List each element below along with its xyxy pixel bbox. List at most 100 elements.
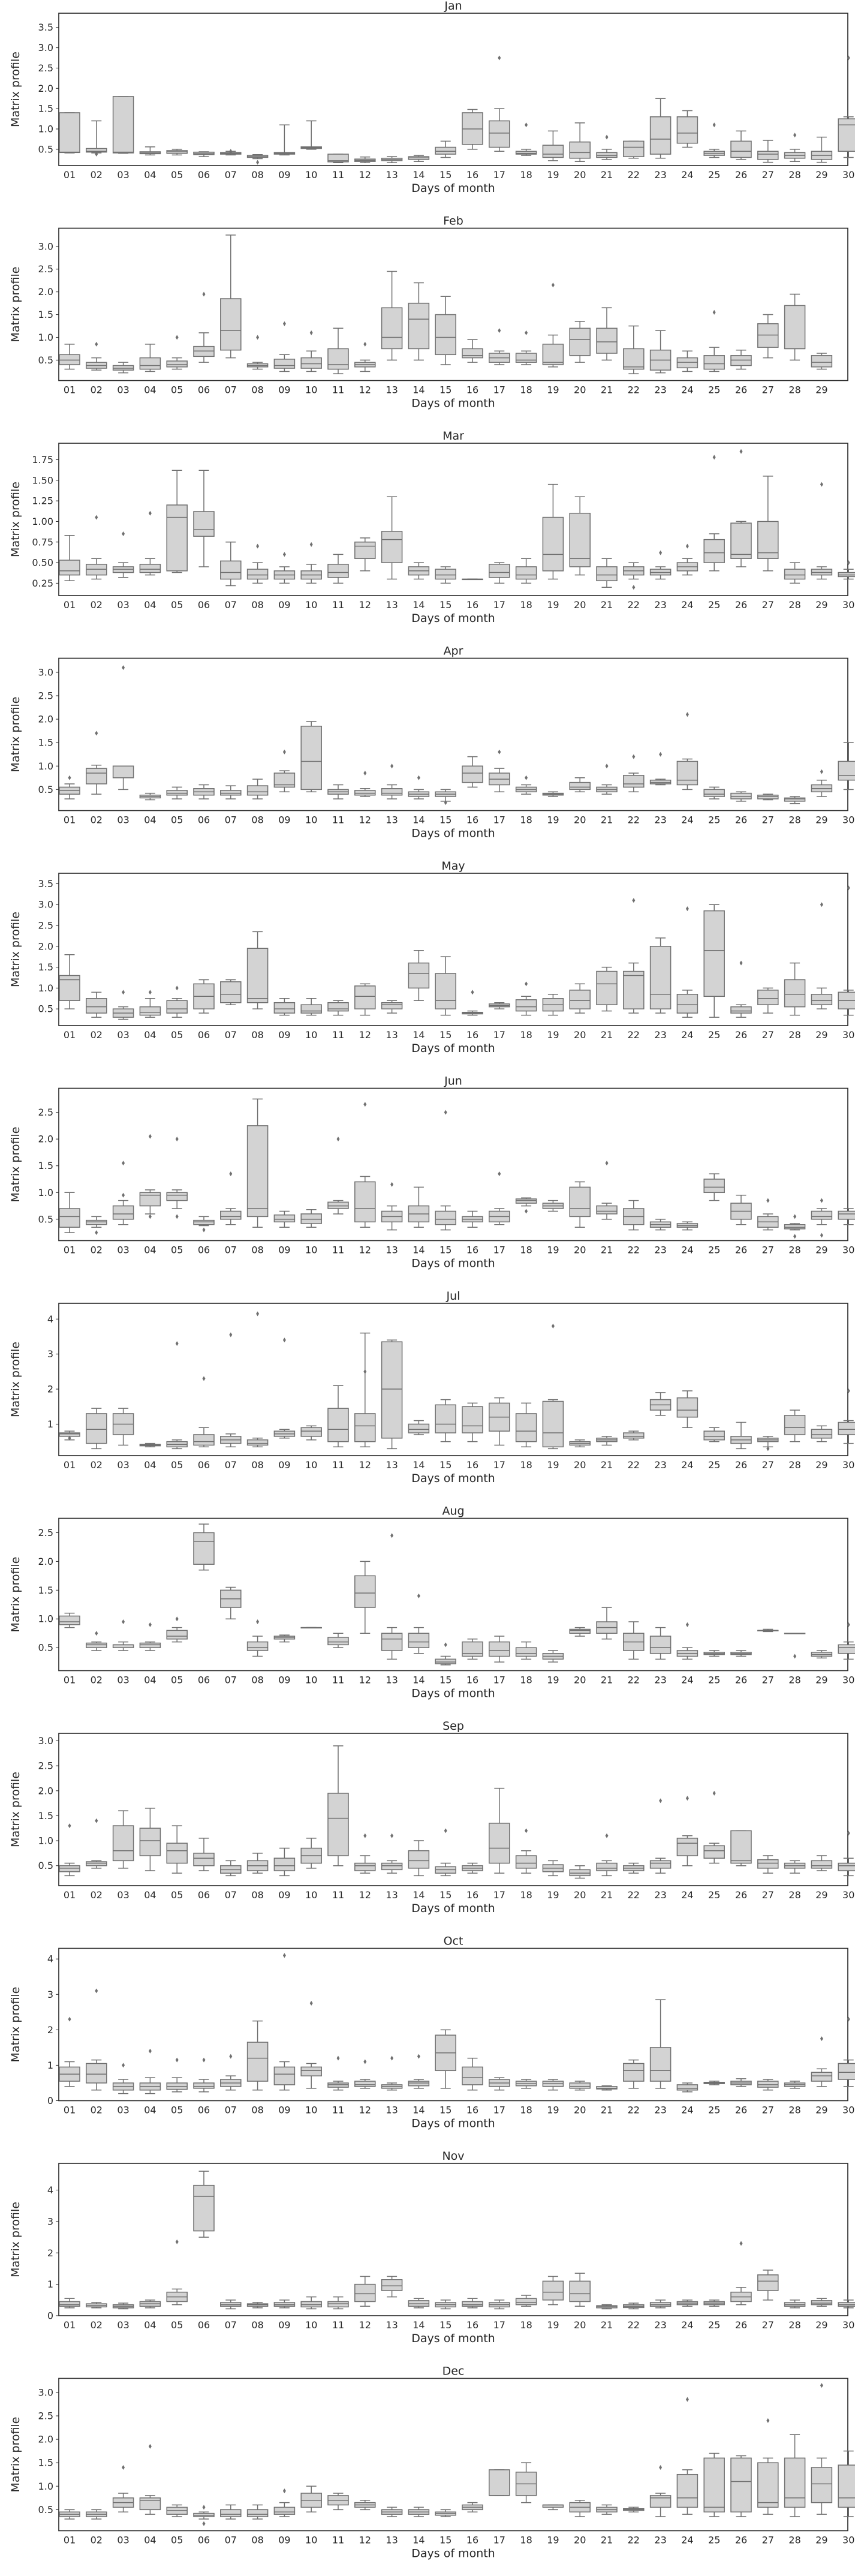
box-day-21 — [596, 1161, 618, 1220]
box-day-03 — [112, 531, 134, 578]
box-day-03 — [112, 1408, 134, 1446]
x-tick-label: 25 — [708, 2535, 720, 2546]
iqr-box — [515, 999, 537, 1012]
outlier-marker — [417, 2054, 420, 2059]
x-tick-label: 30 — [842, 1675, 854, 1686]
x-tick-label: 21 — [601, 2535, 613, 2546]
x-tick-label: 17 — [493, 1245, 505, 1256]
box-day-11 — [327, 327, 349, 374]
box-day-27 — [757, 2270, 779, 2301]
x-tick-label: 12 — [359, 2105, 371, 2116]
x-tick-label: 02 — [91, 599, 103, 611]
x-tick-label: 08 — [251, 2105, 263, 2116]
y-tick-label: 0 — [47, 2095, 53, 2106]
y-tick-label: 1.0 — [38, 2481, 53, 2492]
x-tick-label: 17 — [493, 2535, 505, 2546]
box-day-20 — [569, 321, 591, 363]
box-day-11 — [327, 1633, 349, 1648]
y-tick-label: 1.5 — [38, 961, 53, 973]
outlier-marker — [820, 1198, 823, 1203]
iqr-box — [542, 344, 564, 365]
x-tick-label: 24 — [681, 1889, 693, 1901]
box-day-07 — [220, 979, 242, 1005]
outlier-marker — [444, 1642, 447, 1648]
y-axis-label: Matrix profile — [9, 697, 22, 773]
iqr-box — [354, 1181, 376, 1223]
box-day-21 — [596, 1833, 618, 1877]
box-day-20 — [569, 1865, 591, 1879]
box-day-19 — [542, 1200, 564, 1212]
x-tick-label: 20 — [574, 169, 586, 181]
box-day-19 — [542, 791, 564, 797]
iqr-box — [166, 1000, 188, 1014]
box-day-19 — [542, 282, 564, 368]
x-tick-label: 27 — [762, 2319, 774, 2331]
box-day-19 — [542, 2504, 564, 2511]
panel-title: Sep — [442, 1720, 464, 1733]
plot-frame — [58, 13, 848, 166]
outlier-marker — [95, 1230, 98, 1236]
x-tick-label: 22 — [628, 814, 640, 826]
box-day-11 — [327, 1137, 349, 1215]
outlier-marker — [363, 1369, 367, 1374]
x-tick-label: 29 — [815, 2105, 827, 2116]
outlier-marker — [202, 1376, 206, 1381]
iqr-box — [649, 779, 672, 784]
box-day-30 — [838, 560, 855, 580]
iqr-box — [649, 2047, 672, 2082]
box-day-09 — [273, 749, 296, 792]
iqr-box — [676, 761, 699, 786]
iqr-box — [86, 768, 107, 784]
outlier-marker — [175, 335, 179, 340]
iqr-box — [59, 2301, 80, 2307]
x-tick-label: 09 — [278, 1889, 290, 1901]
y-axis-label: Matrix profile — [9, 2202, 22, 2277]
x-tick-label: 22 — [628, 1889, 640, 1901]
iqr-box — [676, 1397, 699, 1418]
outlier-marker — [632, 898, 636, 903]
x-tick-label: 16 — [466, 1029, 478, 1041]
x-tick-label: 16 — [466, 384, 478, 396]
x-tick-label: 10 — [305, 1029, 317, 1041]
y-tick-label: 2 — [47, 1384, 53, 1395]
iqr-box — [112, 96, 134, 154]
box-day-19 — [542, 483, 564, 580]
x-tick-label: 25 — [708, 169, 720, 181]
x-tick-label: 21 — [601, 1459, 613, 1471]
x-tick-label: 18 — [520, 1889, 532, 1901]
x-axis-label: Days of month — [411, 182, 495, 195]
box-day-22 — [623, 2303, 645, 2310]
iqr-box — [59, 560, 80, 576]
box-day-03 — [112, 1619, 134, 1651]
iqr-box — [757, 323, 779, 348]
outlier-marker — [309, 330, 313, 335]
outlier-marker — [202, 291, 206, 297]
x-tick-label: 11 — [332, 1245, 344, 1256]
box-day-13 — [381, 2276, 403, 2298]
x-tick-label: 01 — [64, 1675, 76, 1686]
outlier-marker — [444, 800, 447, 805]
x-tick-label: 01 — [64, 1459, 76, 1471]
y-tick-label: 2.5 — [38, 1760, 53, 1772]
iqr-box — [703, 1179, 725, 1194]
x-tick-label: 22 — [628, 384, 640, 396]
iqr-box — [166, 1842, 188, 1864]
x-tick-label: 28 — [788, 599, 800, 611]
box-day-08 — [246, 335, 269, 370]
x-tick-label: 19 — [547, 1459, 559, 1471]
y-tick-label: 0.5 — [38, 1213, 53, 1225]
y-tick-label: 1.75 — [32, 454, 53, 465]
box-day-26 — [730, 2078, 752, 2087]
x-tick-label: 27 — [762, 599, 774, 611]
iqr-box — [59, 354, 80, 365]
x-tick-label: 21 — [601, 1675, 613, 1686]
x-tick-label: 09 — [278, 1029, 290, 1041]
plot-frame — [58, 657, 848, 811]
x-tick-label: 12 — [359, 1459, 371, 1471]
iqr-box — [676, 357, 699, 369]
x-tick-label: 09 — [278, 2319, 290, 2331]
y-tick-label: 1.0 — [38, 1187, 53, 1198]
panel-title: Jul — [446, 1289, 460, 1303]
x-tick-label: 29 — [815, 1245, 827, 1256]
box-day-06 — [193, 784, 215, 799]
